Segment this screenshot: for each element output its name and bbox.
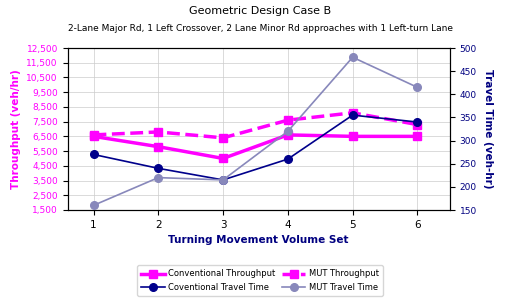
MUT Throughput: [414, 123, 421, 126]
Conventional Throughput: [220, 157, 226, 160]
Text: Geometric Design Case B: Geometric Design Case B: [189, 6, 331, 16]
MUT Throughput: [90, 133, 97, 137]
Coventional Travel Time: [414, 120, 421, 124]
MUT Travel Time: [349, 56, 356, 59]
Conventional Throughput: [349, 135, 356, 138]
Coventional Travel Time: [155, 167, 161, 170]
MUT Throughput: [220, 136, 226, 140]
MUT Throughput: [349, 111, 356, 115]
MUT Travel Time: [414, 85, 421, 89]
Y-axis label: Throughput (veh/hr): Throughput (veh/hr): [11, 69, 21, 189]
Legend: Conventional Throughput, Coventional Travel Time, MUT Throughput, MUT Travel Tim: Conventional Throughput, Coventional Tra…: [137, 265, 383, 296]
MUT Travel Time: [285, 130, 291, 133]
Conventional Throughput: [90, 135, 97, 138]
Coventional Travel Time: [220, 178, 226, 182]
Coventional Travel Time: [90, 153, 97, 156]
MUT Throughput: [285, 118, 291, 122]
Conventional Throughput: [414, 135, 421, 138]
MUT Travel Time: [220, 178, 226, 182]
Line: MUT Throughput: MUT Throughput: [89, 109, 422, 142]
Y-axis label: Travel Time (veh-hr): Travel Time (veh-hr): [484, 69, 493, 189]
MUT Travel Time: [90, 204, 97, 207]
Line: Coventional Travel Time: Coventional Travel Time: [89, 111, 421, 184]
X-axis label: Turning Movement Volume Set: Turning Movement Volume Set: [168, 235, 349, 245]
Coventional Travel Time: [285, 157, 291, 161]
Conventional Throughput: [285, 133, 291, 137]
Text: 2-Lane Major Rd, 1 Left Crossover, 2 Lane Minor Rd approaches with 1 Left-turn L: 2-Lane Major Rd, 1 Left Crossover, 2 Lan…: [68, 24, 452, 33]
MUT Travel Time: [155, 176, 161, 179]
Line: Conventional Throughput: Conventional Throughput: [89, 131, 422, 163]
MUT Throughput: [155, 130, 161, 134]
Coventional Travel Time: [349, 113, 356, 117]
Line: MUT Travel Time: MUT Travel Time: [89, 53, 421, 209]
Conventional Throughput: [155, 145, 161, 148]
